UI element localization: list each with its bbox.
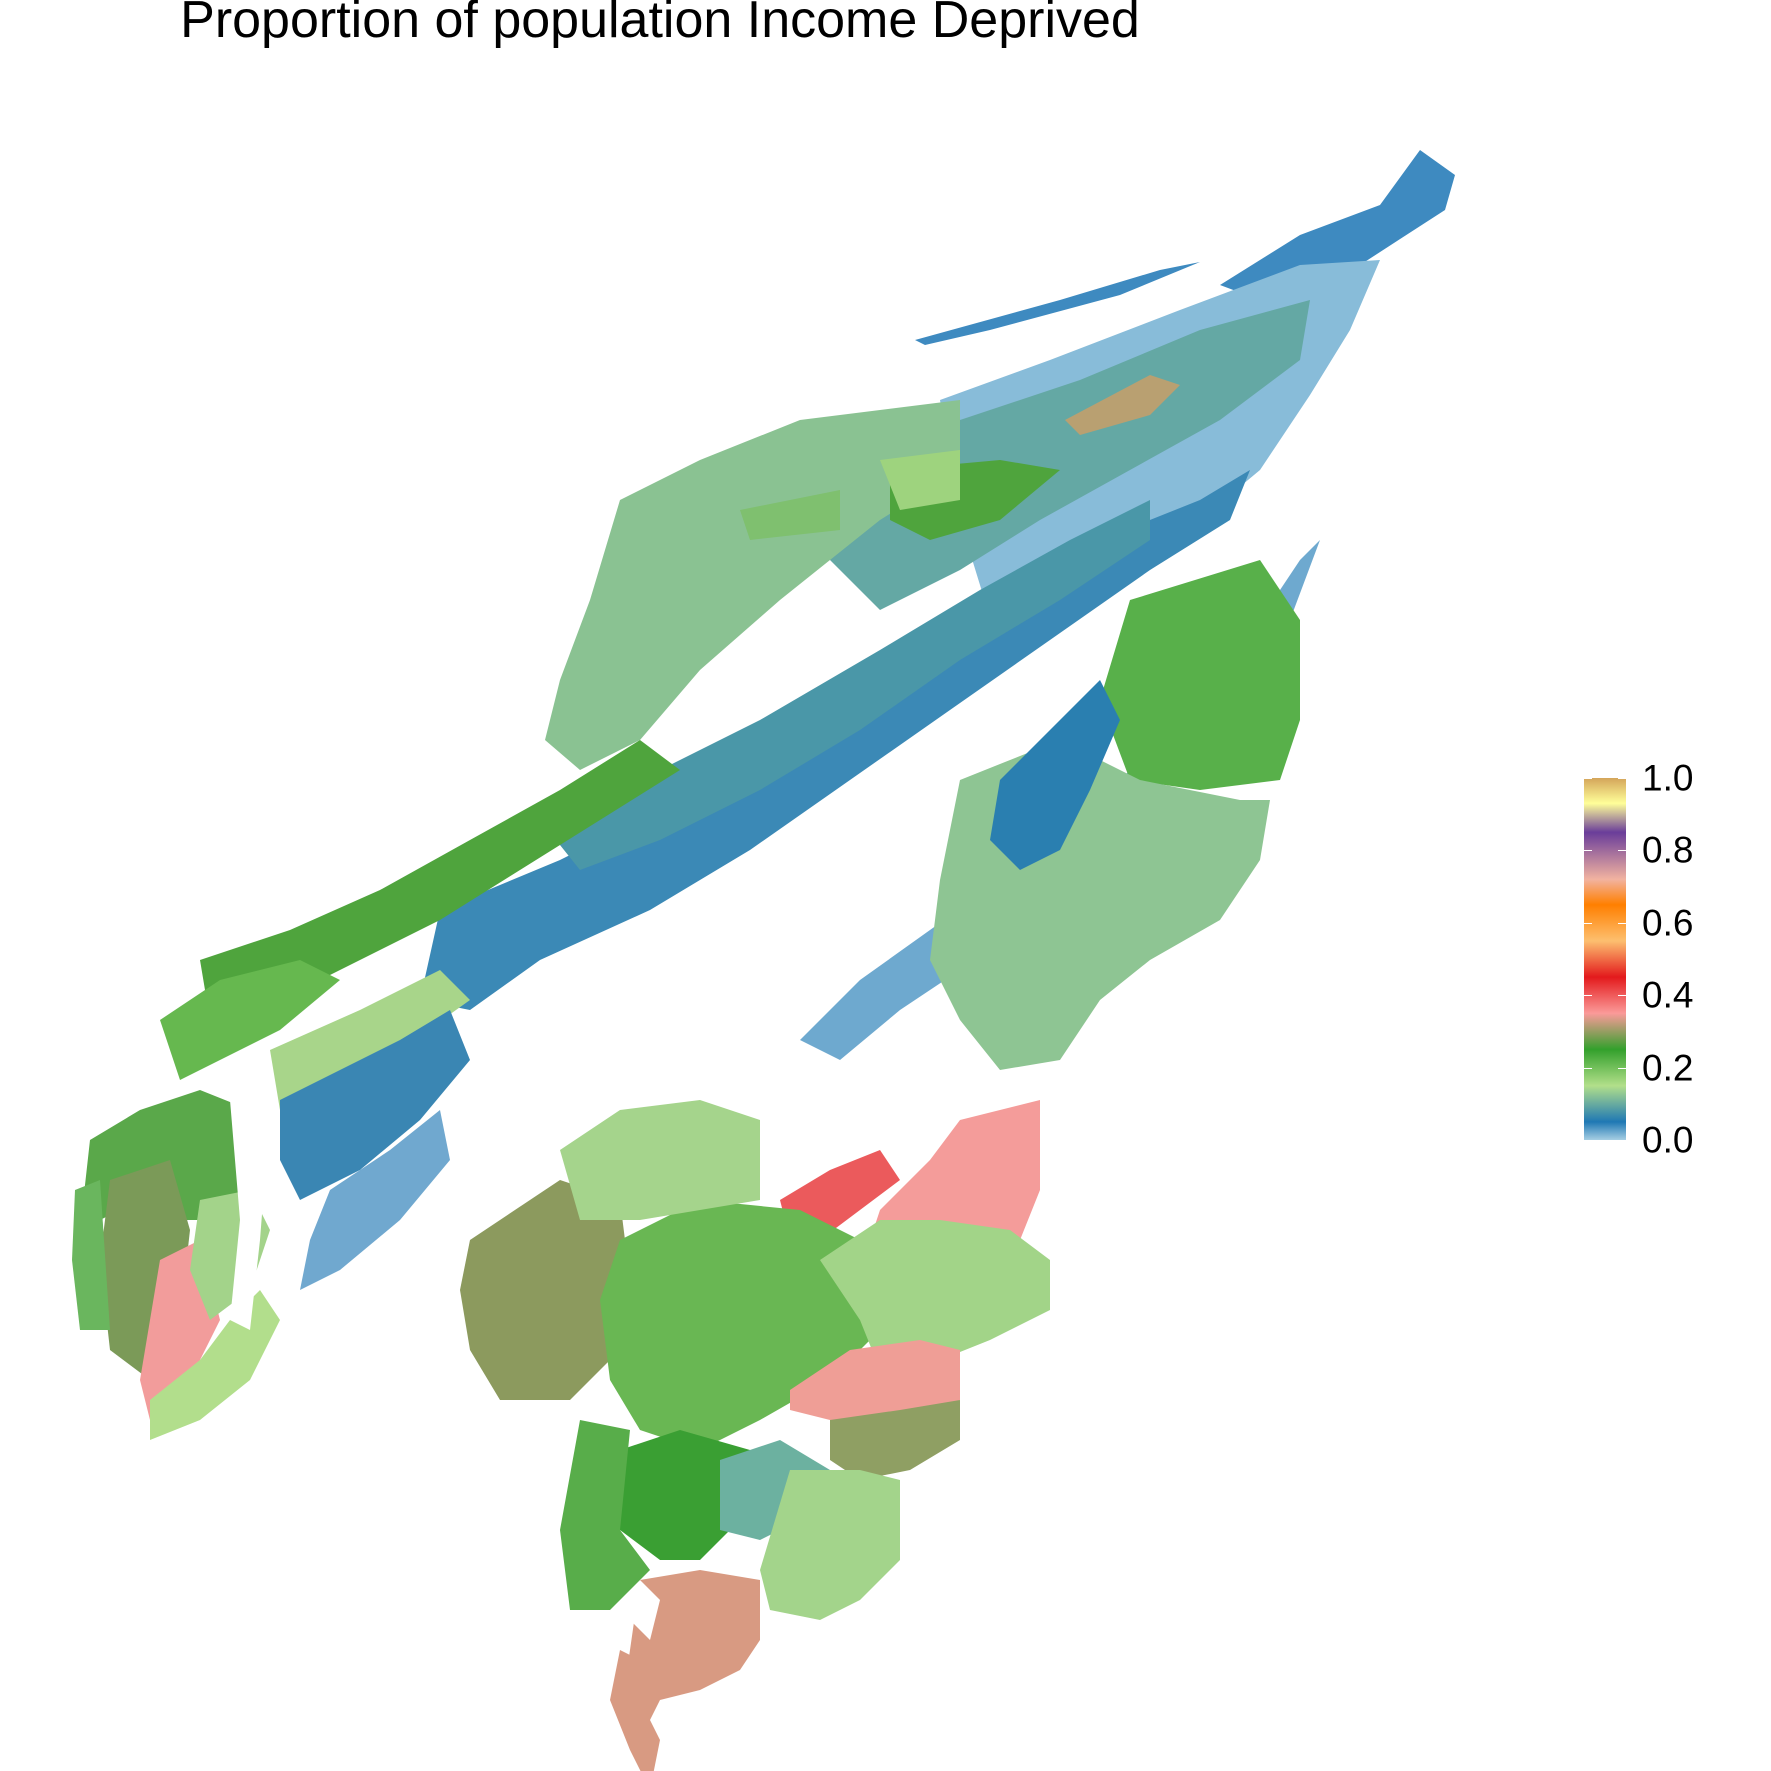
legend-tick-label: 0.4 (1642, 974, 1694, 1016)
region-blue-diagonal-2 (800, 540, 1320, 1060)
legend-color-bar (1584, 778, 1626, 1140)
region-light-green-1 (880, 450, 960, 510)
region-arm-green-1 (200, 740, 680, 1020)
region-arm-blue-2 (300, 1110, 450, 1290)
region-south-lightgreen-2 (820, 1220, 1050, 1370)
region-south-lightgreen (560, 1100, 760, 1220)
region-light-green-2 (740, 490, 840, 540)
legend-tick-label: 1.0 (1642, 757, 1694, 799)
region-south-green-2 (560, 1420, 650, 1610)
region-teal-diag (540, 500, 1150, 870)
region-south-pink (790, 1340, 960, 1420)
region-south-darkgreen (620, 1430, 750, 1560)
map-title: Proportion of population Income Deprived (180, 0, 1140, 49)
region-north-strip (915, 262, 1200, 345)
region-northwest-green (545, 400, 960, 770)
region-south-olive (460, 1180, 630, 1400)
region-sw-edge (72, 1180, 110, 1330)
region-north-tip (1220, 150, 1455, 300)
legend-tick-label: 0.2 (1642, 1047, 1694, 1089)
region-arm-blue (280, 1010, 470, 1200)
region-south-lightgreen-3 (760, 1470, 900, 1620)
legend-tick-label: 0.0 (1642, 1119, 1694, 1161)
color-legend: 1.0 0.8 0.6 0.4 0.2 0.0 (1584, 760, 1764, 1159)
region-arm-lightgreen (270, 970, 470, 1110)
water-channel-1 (230, 1090, 270, 1330)
region-east-lightgreen (930, 740, 1270, 1070)
map-water (230, 950, 680, 1640)
region-south-olive-2 (830, 1400, 960, 1480)
water-notch-south (630, 1580, 660, 1640)
region-small-tan (1065, 375, 1180, 435)
region-east-darkblue (990, 680, 1120, 870)
region-arm-green-2 (160, 960, 340, 1080)
region-south-tip (610, 1650, 660, 1771)
water-channel-2 (490, 950, 680, 1150)
legend-tick-label: 0.8 (1642, 829, 1694, 871)
region-east-green (1100, 560, 1300, 790)
map-regions (72, 150, 1455, 1771)
legend-tick-label: 0.6 (1642, 902, 1694, 944)
